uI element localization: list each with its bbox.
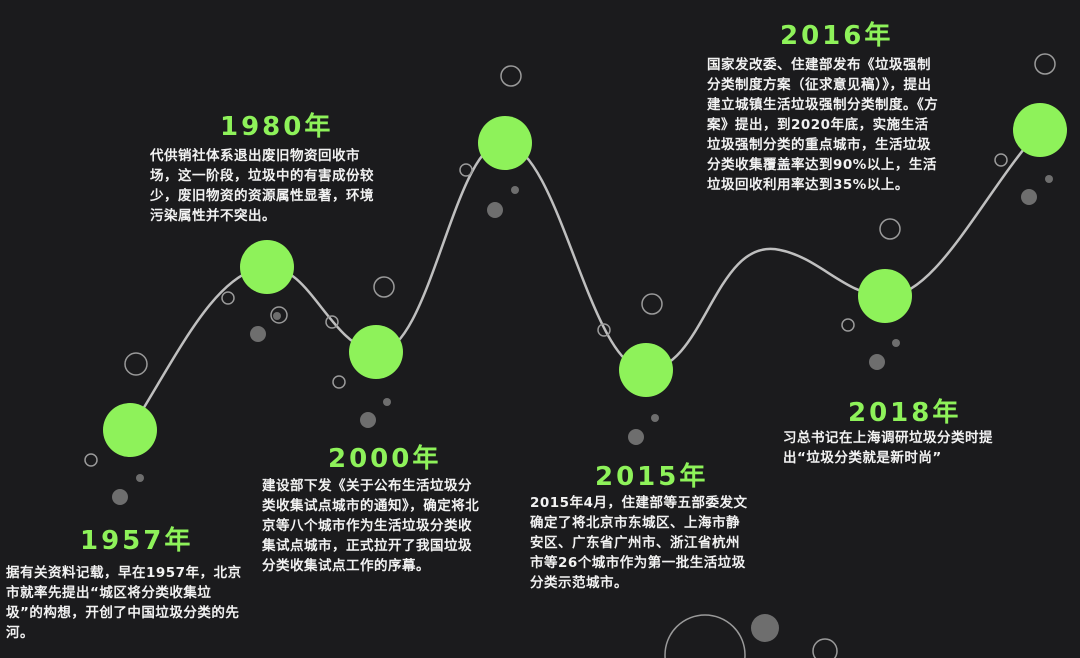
bubble-15 xyxy=(487,202,503,218)
bubble-12 xyxy=(360,412,376,428)
bubble-19 xyxy=(628,429,644,445)
description-2015: 2015年4月，住建部等五部委发文确定了将北京市东城区、上海市静安区、广东省广州… xyxy=(530,495,748,591)
timeline-node-1 xyxy=(103,403,157,457)
bubble-14 xyxy=(459,163,473,177)
timeline-node-3 xyxy=(349,325,403,379)
bubble-30 xyxy=(751,614,779,642)
bubble-2 xyxy=(112,489,128,505)
bubble-18 xyxy=(597,323,611,337)
timeline-node-2 xyxy=(240,240,294,294)
year-label-2016: 2016年 xyxy=(780,21,894,51)
year-label-2015: 2015年 xyxy=(595,462,709,492)
year-label-1980: 1980年 xyxy=(220,112,334,142)
bubble-29 xyxy=(1034,53,1056,75)
bubble-23 xyxy=(869,354,885,370)
bubble-28 xyxy=(1045,175,1053,183)
decorative-bubbles xyxy=(84,53,1056,658)
description-2000: 建设部下发《关于公布生活垃圾分类收集试点城市的通知》，确定将北京等八个城市作为生… xyxy=(262,478,480,574)
bubble-7 xyxy=(270,306,288,324)
description-2016: 国家发改委、住建部发布《垃圾强制分类制度方案（征求意见稿）》，提出建立城镇生活垃… xyxy=(707,57,939,193)
bubble-22 xyxy=(841,318,855,332)
bubble-4 xyxy=(221,291,235,305)
year-label-2018: 2018年 xyxy=(848,398,962,428)
bubble-16 xyxy=(511,186,519,194)
bubble-27 xyxy=(1021,189,1037,205)
description-1957: 据有关资料记载，早在1957年，北京市就率先提出“城区将分类收集垃圾”的构想，开… xyxy=(6,565,242,641)
timeline-nodes xyxy=(103,103,1067,457)
timeline-node-5 xyxy=(619,343,673,397)
timeline-node-7 xyxy=(1013,103,1067,157)
bubble-13 xyxy=(383,398,391,406)
bubble-17 xyxy=(500,65,522,87)
bubble-5 xyxy=(250,326,266,342)
bubble-6 xyxy=(273,312,281,320)
bubble-8 xyxy=(325,315,339,329)
bubble-32 xyxy=(664,614,746,658)
bubble-26 xyxy=(994,153,1008,167)
timeline-node-6 xyxy=(858,269,912,323)
bubble-3 xyxy=(136,474,144,482)
bubble-11 xyxy=(332,375,346,389)
bubble-21 xyxy=(641,293,663,315)
bubble-9 xyxy=(124,352,148,376)
bubble-24 xyxy=(892,339,900,347)
year-label-1957: 1957年 xyxy=(80,526,194,556)
bubble-31 xyxy=(812,638,838,658)
bubble-1 xyxy=(84,453,98,467)
bubble-25 xyxy=(879,218,901,240)
bubble-10 xyxy=(373,276,395,298)
year-label-2000: 2000年 xyxy=(328,444,442,474)
description-1980: 代供销社体系退出废旧物资回收市场，这一阶段，垃圾中的有害成份较少，废旧物资的资源… xyxy=(150,148,374,224)
timeline-node-4 xyxy=(478,116,532,170)
bubble-20 xyxy=(651,414,659,422)
description-2018: 习总书记在上海调研垃圾分类时提出“垃圾分类就是新时尚” xyxy=(783,430,993,466)
